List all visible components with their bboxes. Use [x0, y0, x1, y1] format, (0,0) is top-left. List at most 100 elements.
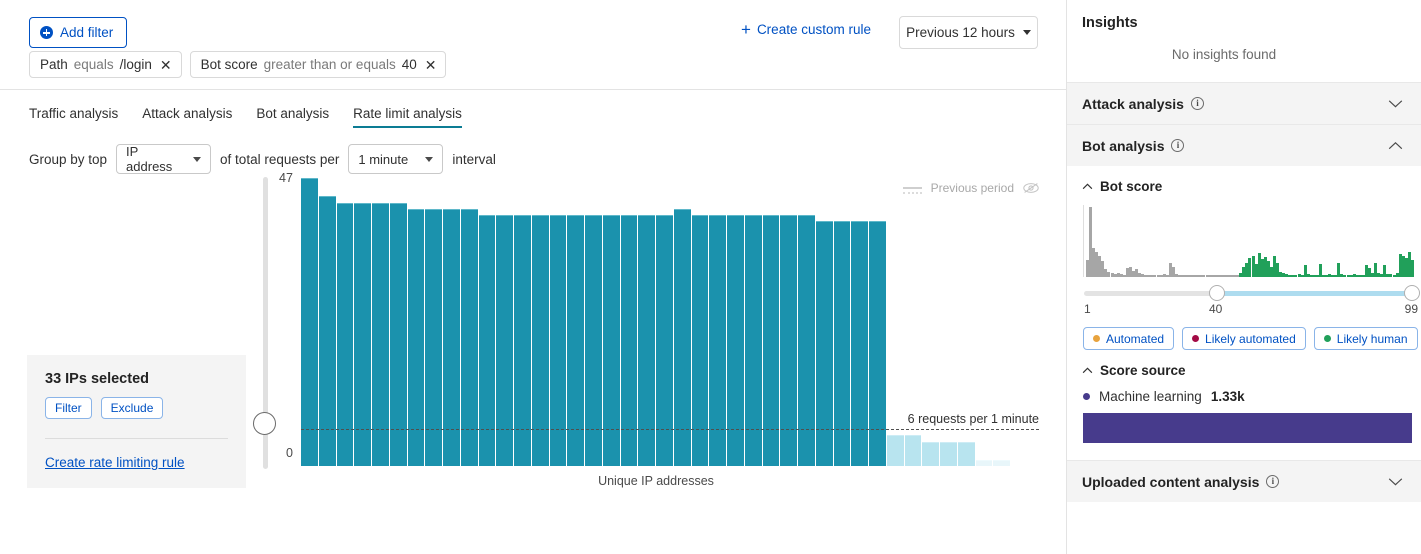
- bar[interactable]: [620, 178, 639, 466]
- group-by-dimension-select[interactable]: IP address: [116, 144, 212, 174]
- bar[interactable]: [602, 178, 621, 466]
- bar[interactable]: [407, 178, 426, 466]
- bar-fill: [727, 214, 744, 466]
- bar[interactable]: [336, 178, 355, 466]
- bar[interactable]: [922, 178, 940, 466]
- tab-bot-analysis[interactable]: Bot analysis: [256, 106, 330, 121]
- legend-pill-likely-automated[interactable]: Likely automated: [1182, 327, 1306, 350]
- bar[interactable]: [549, 178, 568, 466]
- histogram-bar: [1239, 273, 1243, 277]
- info-icon[interactable]: i: [1171, 139, 1185, 152]
- bar[interactable]: [886, 178, 905, 466]
- threshold-slider[interactable]: [253, 177, 276, 469]
- bar[interactable]: [354, 178, 372, 466]
- histogram-bar: [1297, 274, 1301, 277]
- histogram-bar: [1187, 275, 1191, 277]
- filter-chip-path[interactable]: Path equals /login ✕: [29, 51, 182, 78]
- bar[interactable]: [301, 178, 319, 466]
- add-filter-button[interactable]: Add filter: [29, 17, 128, 48]
- chevron-up-icon: [1082, 183, 1093, 190]
- bar[interactable]: [478, 178, 497, 466]
- info-icon[interactable]: i: [1190, 97, 1204, 110]
- bar-fill: [620, 214, 638, 466]
- tab-rate-limit-analysis[interactable]: Rate limit analysis: [353, 106, 462, 128]
- legend-pill-automated[interactable]: Automated: [1083, 327, 1175, 350]
- interval-select[interactable]: 1 minute: [348, 144, 444, 174]
- bar[interactable]: [762, 178, 781, 466]
- x-axis-title: Unique IP addresses: [598, 474, 714, 488]
- bar[interactable]: [514, 178, 532, 466]
- bar[interactable]: [443, 178, 461, 466]
- bar[interactable]: [425, 178, 443, 466]
- close-icon[interactable]: ✕: [159, 56, 172, 73]
- bar-fill: [478, 214, 496, 466]
- bar[interactable]: [691, 178, 710, 466]
- bar[interactable]: [496, 178, 514, 466]
- bar[interactable]: [389, 178, 408, 466]
- bar[interactable]: [673, 178, 692, 466]
- bar[interactable]: [851, 178, 869, 466]
- range-handle-low[interactable]: [1209, 285, 1225, 301]
- bar-fill: [514, 214, 531, 466]
- bot-score-heading: Bot score: [1100, 179, 1163, 194]
- bar-fill: [301, 178, 318, 466]
- bar[interactable]: [975, 178, 994, 466]
- legend-pill-likely-human[interactable]: Likely human: [1313, 327, 1418, 350]
- time-range-select[interactable]: Previous 12 hours: [899, 16, 1038, 49]
- bar[interactable]: [656, 178, 674, 466]
- histogram-bar: [1374, 263, 1378, 277]
- slider-handle[interactable]: [253, 412, 276, 435]
- chevron-down-icon: [1388, 478, 1403, 486]
- accordion-bot-analysis[interactable]: Bot analysis i: [1067, 124, 1421, 166]
- bar[interactable]: [372, 178, 390, 466]
- bot-score-range-slider[interactable]: [1084, 284, 1420, 302]
- score-source-entry: Machine learning 1.33k: [1083, 389, 1406, 404]
- bar[interactable]: [904, 178, 923, 466]
- bar[interactable]: [460, 178, 479, 466]
- create-rate-limiting-rule-link[interactable]: Create rate limiting rule: [45, 438, 228, 470]
- legend-pill-label: Automated: [1106, 331, 1165, 346]
- bar[interactable]: [744, 178, 763, 466]
- close-icon[interactable]: ✕: [424, 56, 437, 73]
- bar[interactable]: [940, 178, 958, 466]
- bar[interactable]: [567, 178, 585, 466]
- bar[interactable]: [798, 178, 816, 466]
- bot-score-heading-row[interactable]: Bot score: [1082, 179, 1406, 194]
- histogram-bar: [1159, 275, 1163, 277]
- bar[interactable]: [993, 178, 1011, 466]
- bar[interactable]: [780, 178, 798, 466]
- bar[interactable]: [638, 178, 656, 466]
- bar[interactable]: [957, 178, 976, 466]
- bar[interactable]: [833, 178, 852, 466]
- group-by-middle-label: of total requests per: [220, 151, 340, 167]
- plus-circle-icon: [40, 26, 53, 39]
- tab-traffic-analysis[interactable]: Traffic analysis: [29, 106, 119, 121]
- filter-chip-bot-score[interactable]: Bot score greater than or equals 40 ✕: [189, 51, 447, 78]
- histogram-bar: [1355, 275, 1359, 277]
- bar[interactable]: [585, 178, 603, 466]
- score-source-heading-row[interactable]: Score source: [1082, 363, 1406, 378]
- bar[interactable]: [531, 178, 550, 466]
- bar-fill: [531, 214, 549, 466]
- eye-off-icon[interactable]: [1023, 182, 1039, 194]
- histogram-bar: [1147, 275, 1151, 277]
- analysis-tabs: Traffic analysis Attack analysis Bot ana…: [0, 90, 1066, 128]
- bar[interactable]: [869, 178, 887, 466]
- range-handle-high[interactable]: [1404, 285, 1420, 301]
- accordion-attack-analysis[interactable]: Attack analysis i: [1067, 82, 1421, 124]
- create-custom-rule-link[interactable]: + Create custom rule: [741, 21, 871, 38]
- histogram-bar: [1309, 275, 1313, 277]
- bar[interactable]: [727, 178, 745, 466]
- bar[interactable]: [815, 178, 834, 466]
- info-icon[interactable]: i: [1266, 475, 1280, 488]
- bar[interactable]: [318, 178, 337, 466]
- histogram-bar: [1380, 274, 1384, 277]
- accordion-uploaded-content-analysis[interactable]: Uploaded content analysis i: [1067, 460, 1421, 502]
- no-insights-text: No insights found: [1171, 47, 1277, 62]
- filter-button[interactable]: Filter: [45, 397, 92, 419]
- histogram-bar: [1107, 272, 1111, 277]
- exclude-button[interactable]: Exclude: [100, 397, 164, 419]
- bar[interactable]: [709, 178, 727, 466]
- tab-attack-analysis[interactable]: Attack analysis: [142, 106, 233, 121]
- score-source-heading: Score source: [1100, 363, 1186, 378]
